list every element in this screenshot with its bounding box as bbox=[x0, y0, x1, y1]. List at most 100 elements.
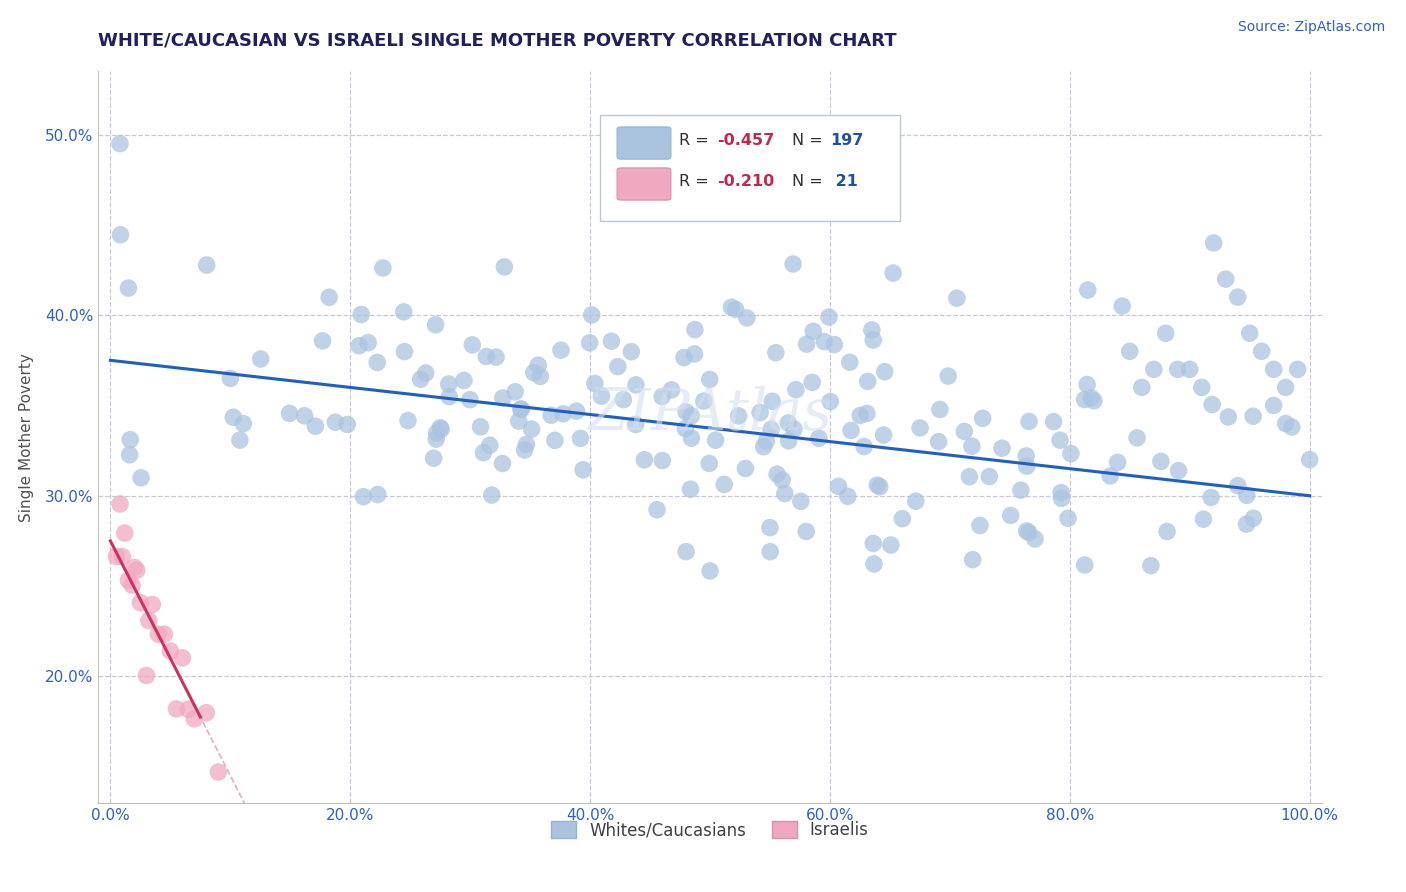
Point bbox=[823, 337, 845, 351]
Point bbox=[110, 227, 132, 242]
FancyBboxPatch shape bbox=[617, 168, 671, 200]
Point bbox=[693, 394, 716, 409]
Point bbox=[818, 310, 841, 324]
Point bbox=[651, 390, 673, 404]
Point bbox=[759, 422, 782, 436]
Point bbox=[1226, 290, 1249, 304]
Point bbox=[969, 518, 991, 533]
Point bbox=[783, 422, 806, 436]
Point bbox=[485, 350, 508, 364]
Point bbox=[515, 437, 537, 451]
Point bbox=[347, 339, 370, 353]
Point bbox=[527, 358, 550, 372]
Point bbox=[1218, 409, 1240, 424]
Point bbox=[125, 563, 148, 577]
Point bbox=[581, 308, 603, 322]
Point bbox=[470, 419, 492, 434]
Point bbox=[1000, 508, 1022, 523]
Point bbox=[1191, 380, 1213, 394]
Point bbox=[1143, 362, 1166, 376]
Point bbox=[928, 402, 950, 417]
Point bbox=[117, 281, 139, 295]
Point bbox=[651, 453, 673, 467]
Point bbox=[860, 323, 883, 337]
Text: ZIPAtlas: ZIPAtlas bbox=[588, 386, 832, 442]
Text: R =: R = bbox=[679, 174, 714, 189]
Text: -0.210: -0.210 bbox=[717, 174, 775, 189]
Point bbox=[371, 260, 394, 275]
Point bbox=[118, 448, 141, 462]
Point bbox=[1226, 478, 1249, 492]
Point bbox=[207, 765, 229, 780]
Point bbox=[1286, 362, 1309, 376]
Point bbox=[129, 471, 152, 485]
Point bbox=[111, 549, 134, 564]
Point bbox=[565, 404, 588, 418]
Point bbox=[396, 413, 419, 427]
Point bbox=[520, 422, 543, 436]
Point bbox=[1015, 449, 1038, 463]
Point bbox=[1263, 362, 1285, 376]
Point bbox=[679, 482, 702, 496]
Point bbox=[350, 308, 373, 322]
Point bbox=[426, 425, 449, 440]
Point bbox=[704, 433, 727, 447]
Point bbox=[856, 375, 879, 389]
Legend: Whites/Caucasians, Israelis: Whites/Caucasians, Israelis bbox=[544, 814, 876, 846]
Point bbox=[1060, 446, 1083, 460]
Point bbox=[325, 415, 347, 429]
Text: -0.457: -0.457 bbox=[717, 133, 775, 148]
Point bbox=[304, 419, 326, 434]
Point bbox=[683, 347, 706, 361]
Point bbox=[366, 355, 388, 369]
Point bbox=[138, 614, 160, 628]
Point bbox=[759, 544, 782, 558]
Point bbox=[439, 390, 461, 404]
Point bbox=[752, 440, 775, 454]
Point bbox=[863, 557, 886, 571]
Point bbox=[880, 538, 903, 552]
Point bbox=[311, 334, 333, 348]
Point bbox=[624, 417, 647, 432]
Point bbox=[699, 564, 721, 578]
Point bbox=[1099, 469, 1122, 483]
Point bbox=[749, 406, 772, 420]
Point bbox=[661, 383, 683, 397]
Point bbox=[1015, 524, 1038, 538]
Point bbox=[838, 355, 860, 369]
Point bbox=[492, 391, 515, 405]
Text: R =: R = bbox=[679, 133, 714, 148]
Point bbox=[699, 372, 721, 386]
Point bbox=[1024, 532, 1046, 546]
Point bbox=[165, 702, 187, 716]
Point bbox=[1263, 399, 1285, 413]
Point bbox=[770, 473, 793, 487]
Point bbox=[135, 668, 157, 682]
Point bbox=[801, 324, 824, 338]
Point bbox=[782, 257, 804, 271]
Point bbox=[392, 305, 415, 319]
Text: N =: N = bbox=[792, 133, 828, 148]
Point bbox=[540, 408, 562, 422]
Point bbox=[869, 480, 891, 494]
Point bbox=[633, 452, 655, 467]
Point bbox=[908, 421, 931, 435]
Point bbox=[422, 451, 444, 466]
Point bbox=[141, 598, 163, 612]
Point bbox=[735, 310, 758, 325]
Point bbox=[172, 651, 194, 665]
Point bbox=[117, 574, 139, 588]
FancyBboxPatch shape bbox=[600, 115, 900, 221]
Text: 197: 197 bbox=[830, 133, 863, 148]
Point bbox=[891, 511, 914, 525]
Point bbox=[681, 409, 703, 423]
Point bbox=[928, 434, 950, 449]
Text: Source: ZipAtlas.com: Source: ZipAtlas.com bbox=[1237, 20, 1385, 34]
Point bbox=[734, 461, 756, 475]
Point bbox=[837, 489, 859, 503]
Point bbox=[472, 445, 495, 459]
Point bbox=[778, 434, 800, 448]
Point bbox=[839, 424, 862, 438]
Point bbox=[1015, 459, 1038, 474]
Point bbox=[508, 414, 530, 428]
